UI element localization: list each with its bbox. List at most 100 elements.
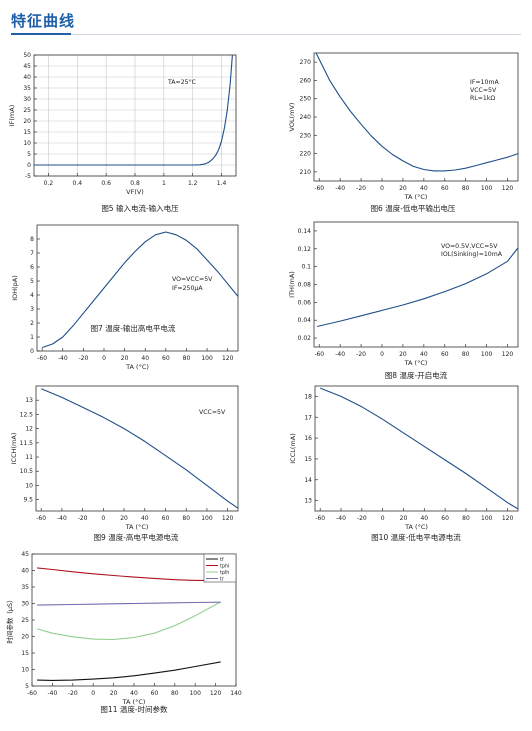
x-tick-label: 60	[162, 515, 170, 522]
y-tick-label: 14	[304, 477, 312, 484]
series-line	[315, 52, 519, 172]
y-tick-label: 0.02	[298, 335, 312, 342]
y-tick-label: 35	[23, 85, 31, 92]
x-axis-label: TA (°C)	[404, 193, 428, 201]
plot-frame	[313, 221, 519, 348]
y-tick-label: 0.08	[298, 282, 312, 289]
x-tick-label: 120	[210, 690, 222, 697]
y-tick-label: 5	[25, 683, 29, 690]
plot-frame	[313, 52, 519, 182]
x-tick-label: 120	[502, 185, 514, 192]
y-tick-label: 0.04	[298, 317, 312, 324]
x-tick-label: 0	[101, 515, 105, 522]
x-tick-label: 60	[151, 690, 159, 697]
y-tick-label: 10	[21, 667, 29, 674]
y-tick-label: 270	[300, 59, 312, 66]
y-tick-label: 2	[30, 320, 34, 327]
y-tick-label: 4	[30, 292, 34, 299]
y-tick-label: -5	[25, 173, 31, 180]
x-tick-label: 20	[400, 515, 408, 522]
x-tick-label: 100	[481, 515, 493, 522]
y-tick-label: 210	[300, 169, 312, 176]
x-tick-label: -60	[27, 690, 37, 697]
y-tick-label: 5	[30, 278, 34, 285]
x-tick-label: 1	[162, 180, 166, 187]
annotation-text: IF=250μA	[172, 285, 203, 292]
x-tick-label: 60	[162, 355, 170, 362]
x-tick-label: -20	[78, 355, 88, 362]
y-tick-label: 9.5	[23, 497, 33, 504]
x-tick-label: 20	[399, 351, 407, 358]
y-tick-label: 20	[21, 634, 29, 641]
y-tick-label: 13	[25, 397, 33, 404]
figure-caption: 图9 温度-高电平电源电流	[94, 532, 179, 542]
y-tick-label: 11	[25, 454, 33, 461]
x-tick-label: 0	[381, 515, 385, 522]
x-tick-label: 40	[420, 185, 428, 192]
series-line-tplh	[36, 601, 221, 641]
series-line	[319, 387, 519, 510]
y-tick-label: 45	[21, 551, 29, 558]
legend-entry: tplh	[220, 570, 229, 576]
y-tick-label: 15	[21, 650, 29, 657]
y-tick-label: 17	[304, 414, 312, 421]
x-axis-label: TA (°C)	[122, 698, 146, 706]
annotation-text: VCC=5V	[199, 409, 226, 416]
y-tick-label: 230	[300, 132, 312, 139]
y-tick-label: 45	[23, 63, 31, 70]
figure-caption: 图11 温度-时间参数	[100, 704, 168, 714]
x-tick-label: 40	[130, 690, 138, 697]
x-tick-label: -60	[314, 185, 324, 192]
y-tick-label: 0.1	[301, 264, 311, 271]
chart-fig6: -60 -40 -20 0 20 40 60 80 100 120 210 220 230 240 250 2…	[288, 52, 519, 213]
y-tick-label: 10.5	[20, 468, 34, 475]
x-tick-label: -20	[78, 515, 88, 522]
x-tick-label: 20	[121, 355, 129, 362]
title-underline-rule	[71, 34, 521, 35]
legend-entry: tr	[220, 576, 224, 582]
y-tick-label: 8	[30, 236, 34, 243]
title-underline-accent	[11, 33, 71, 35]
plot-frame	[35, 385, 239, 512]
y-tick-label: 12	[25, 426, 33, 433]
x-axis-label: TA (°C)	[125, 523, 149, 531]
x-tick-label: 100	[481, 351, 493, 358]
x-axis-label: VF(V)	[126, 188, 144, 196]
annotation-text: VCC=5V	[470, 87, 497, 94]
x-tick-label: 0.2	[44, 180, 54, 187]
y-tick-label: 12.5	[20, 411, 34, 418]
y-tick-label: 220	[300, 151, 312, 158]
x-tick-label: 0	[380, 185, 384, 192]
series-line	[34, 54, 233, 166]
x-tick-label: 40	[141, 355, 149, 362]
y-tick-label: 10	[23, 140, 31, 147]
x-tick-label: 120	[222, 355, 234, 362]
chart-fig8: -60 -40 -20 0 20 40 60 80 100 120 0.02 0.04 0.06 0.08…	[288, 221, 519, 380]
y-tick-label: 5	[27, 151, 31, 158]
x-tick-label: 60	[441, 515, 449, 522]
y-tick-label: 11.5	[20, 440, 34, 447]
annotation-text: VO=VCC=5V	[172, 276, 213, 283]
y-axis-label: IOH(pA)	[11, 275, 19, 301]
x-tick-label: 20	[110, 690, 118, 697]
x-tick-label: 20	[399, 185, 407, 192]
y-tick-label: 240	[300, 114, 312, 121]
x-tick-label: -40	[57, 515, 67, 522]
y-tick-label: 10	[25, 482, 33, 489]
y-tick-label: 25	[21, 617, 29, 624]
legend-entry: tphl	[220, 563, 229, 569]
x-tick-label: 1.2	[188, 180, 198, 187]
x-tick-label: 60	[441, 351, 449, 358]
annotation-text: VO=0.5V,VCC=5V	[441, 243, 498, 250]
x-tick-label: 0.8	[130, 180, 140, 187]
x-tick-label: 40	[141, 515, 149, 522]
x-tick-label: -40	[47, 690, 57, 697]
x-tick-label: 100	[201, 515, 213, 522]
x-axis-label: TA (°C)	[125, 363, 149, 371]
x-tick-label: -40	[335, 351, 345, 358]
x-tick-label: 80	[462, 515, 470, 522]
x-tick-label: -40	[335, 185, 345, 192]
y-tick-label: 20	[23, 118, 31, 125]
x-tick-label: 0.4	[73, 180, 83, 187]
y-tick-label: 50	[23, 52, 31, 59]
